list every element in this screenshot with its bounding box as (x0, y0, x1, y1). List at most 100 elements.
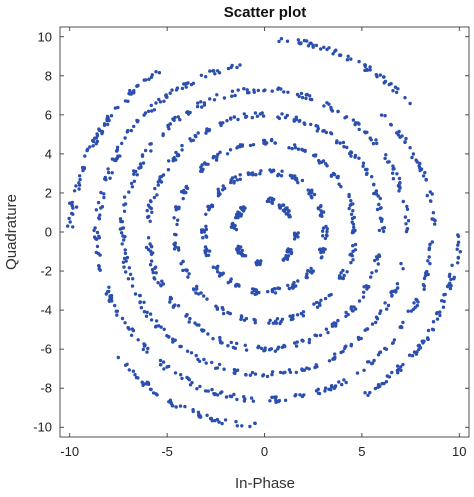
scatter-point (287, 209, 291, 213)
scatter-point (311, 43, 315, 47)
scatter-point (178, 404, 183, 408)
scatter-point (213, 155, 217, 159)
scatter-point (139, 165, 143, 169)
scatter-point (149, 252, 154, 256)
scatter-point (166, 123, 170, 128)
scatter-point (345, 58, 350, 62)
scatter-point (235, 146, 239, 150)
scatter-point (70, 211, 74, 216)
scatter-point (458, 250, 462, 254)
scatter-point (287, 286, 291, 291)
scatter-point (258, 112, 262, 116)
scatter-point (108, 176, 112, 180)
scatter-point (122, 265, 126, 269)
scatter-point (338, 141, 342, 145)
scatter-point (421, 174, 426, 178)
scatter-point (306, 269, 310, 273)
scatter-point (239, 245, 243, 249)
scatter-point (349, 154, 353, 158)
scatter-point (97, 217, 102, 221)
scatter-point (199, 168, 204, 172)
scatter-point (405, 227, 410, 231)
scatter-point (428, 242, 432, 247)
scatter-point (321, 226, 326, 230)
scatter-point (321, 250, 326, 254)
scatter-point (105, 114, 110, 119)
scatter-point (208, 97, 212, 101)
scatter-point (256, 260, 261, 265)
scatter-point (174, 208, 178, 212)
scatter-point (448, 286, 453, 291)
scatter-point (372, 183, 376, 187)
scatter-point (390, 293, 394, 297)
x-tick-label: 10 (452, 444, 466, 459)
scatter-point (195, 284, 199, 289)
scatter-point (188, 316, 192, 321)
scatter-point (175, 154, 180, 158)
scatter-point (374, 138, 378, 142)
scatter-point (217, 71, 222, 75)
axis-ticks: -10 -5 0 5 10 -10 -8 -6 -4 -2 0 2 4 6 8 10 (33, 27, 469, 459)
scatter-point (276, 399, 281, 404)
scatter-point (298, 118, 302, 123)
scatter-point (292, 237, 297, 241)
scatter-point (403, 96, 407, 100)
scatter-point (383, 301, 387, 305)
scatter-point (270, 395, 274, 399)
scatter-point (337, 182, 341, 186)
scatter-point (307, 337, 312, 342)
scatter-point (95, 134, 100, 138)
scatter-point (244, 114, 249, 119)
scatter-point (126, 277, 131, 281)
scatter-point (229, 178, 233, 182)
scatter-point (243, 343, 247, 347)
scatter-point (376, 385, 380, 389)
scatter-point (401, 362, 405, 367)
scatter-point (287, 213, 291, 217)
scatter-point (370, 322, 375, 326)
scatter-point (244, 348, 249, 352)
scatter-point (153, 325, 158, 329)
scatter-point (327, 102, 331, 106)
scatter-point (286, 249, 290, 253)
scatter-point (239, 212, 244, 217)
scatter-point (204, 234, 208, 238)
scatter-point (70, 200, 75, 205)
scatter-point (215, 393, 220, 397)
scatter-point (175, 86, 180, 90)
scatter-point (379, 219, 384, 223)
scatter-point (398, 181, 402, 185)
scatter-point (195, 104, 200, 109)
scatter-point (191, 138, 195, 142)
scatter-point (192, 288, 196, 292)
scatter-point (153, 186, 157, 191)
scatter-point (397, 129, 401, 134)
scatter-point (83, 154, 87, 158)
x-tick-label: 5 (358, 444, 365, 459)
scatter-point (314, 363, 318, 367)
scatter-point (168, 300, 172, 304)
scatter-point (312, 302, 316, 306)
scatter-point (320, 229, 325, 233)
scatter-point (415, 160, 419, 164)
scatter-point (411, 152, 416, 156)
scatter-point (374, 269, 378, 273)
scatter-point (85, 147, 90, 151)
scatter-point (235, 341, 239, 346)
scatter-point (251, 143, 256, 147)
scatter-point (404, 222, 408, 226)
scatter-point (309, 266, 313, 271)
scatter-point (298, 42, 303, 46)
scatter-point (280, 345, 284, 350)
scatter-point (307, 340, 311, 345)
scatter-point (344, 380, 348, 385)
scatter-point (397, 189, 401, 193)
scatter-point (374, 320, 378, 325)
scatter-point (357, 299, 362, 303)
scatter-point (202, 230, 207, 234)
scatter-point (131, 277, 135, 281)
scatter-point (122, 238, 126, 242)
scatter-point (378, 216, 383, 220)
scatter-point (426, 259, 430, 263)
scatter-point (374, 255, 379, 259)
